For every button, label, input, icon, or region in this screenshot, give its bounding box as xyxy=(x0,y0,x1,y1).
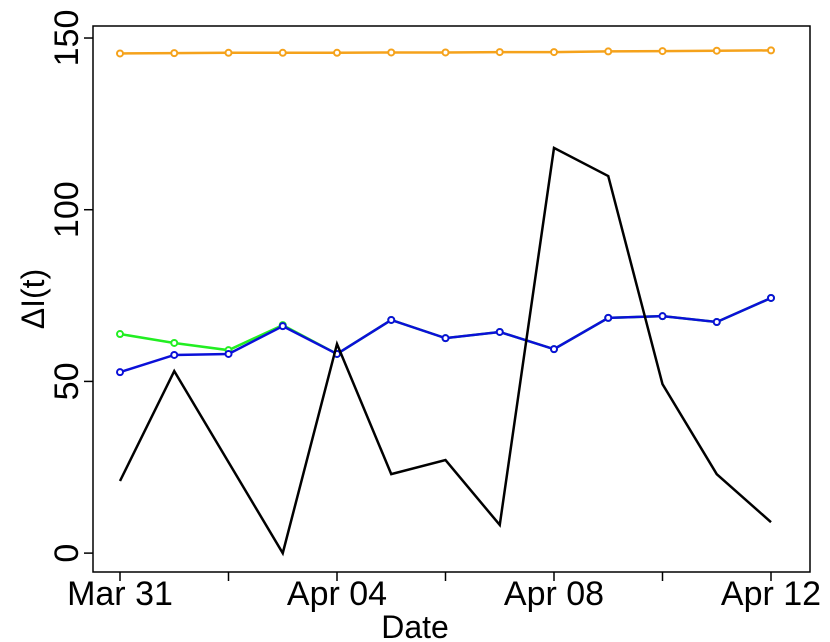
y-tick-label: 0 xyxy=(48,544,86,563)
point xyxy=(116,49,124,58)
point xyxy=(278,322,287,331)
point xyxy=(712,46,721,55)
y-tick-label: 150 xyxy=(48,10,86,67)
point xyxy=(550,48,558,57)
point xyxy=(387,315,396,324)
point xyxy=(495,48,504,57)
point xyxy=(170,350,179,359)
point xyxy=(224,349,233,358)
point xyxy=(224,48,233,57)
point xyxy=(550,345,558,354)
point xyxy=(441,334,450,343)
point xyxy=(278,48,287,57)
series-line xyxy=(118,145,772,557)
point xyxy=(767,293,775,302)
x-tick-label: Mar 31 xyxy=(67,575,173,613)
y-tick-label: 100 xyxy=(48,181,86,238)
x-tick-label: Apr 12 xyxy=(721,575,821,613)
point xyxy=(658,47,667,56)
point xyxy=(387,48,396,57)
point xyxy=(333,48,341,57)
y-tick-label: 50 xyxy=(48,363,86,401)
point xyxy=(170,49,179,58)
x-axis-label: Date xyxy=(381,609,449,642)
y-axis-label: ΔI(t) xyxy=(15,269,51,329)
series-line xyxy=(119,296,772,356)
point xyxy=(116,330,124,339)
point xyxy=(495,327,504,336)
point xyxy=(767,46,775,55)
plot-box xyxy=(92,25,811,573)
point xyxy=(604,313,613,322)
x-tick-label: Apr 04 xyxy=(287,575,387,613)
point xyxy=(116,368,124,377)
x-tick-label: Apr 08 xyxy=(504,575,604,613)
point xyxy=(170,338,179,347)
point xyxy=(441,48,450,57)
point xyxy=(604,47,613,56)
point xyxy=(712,318,721,327)
point xyxy=(658,312,667,321)
